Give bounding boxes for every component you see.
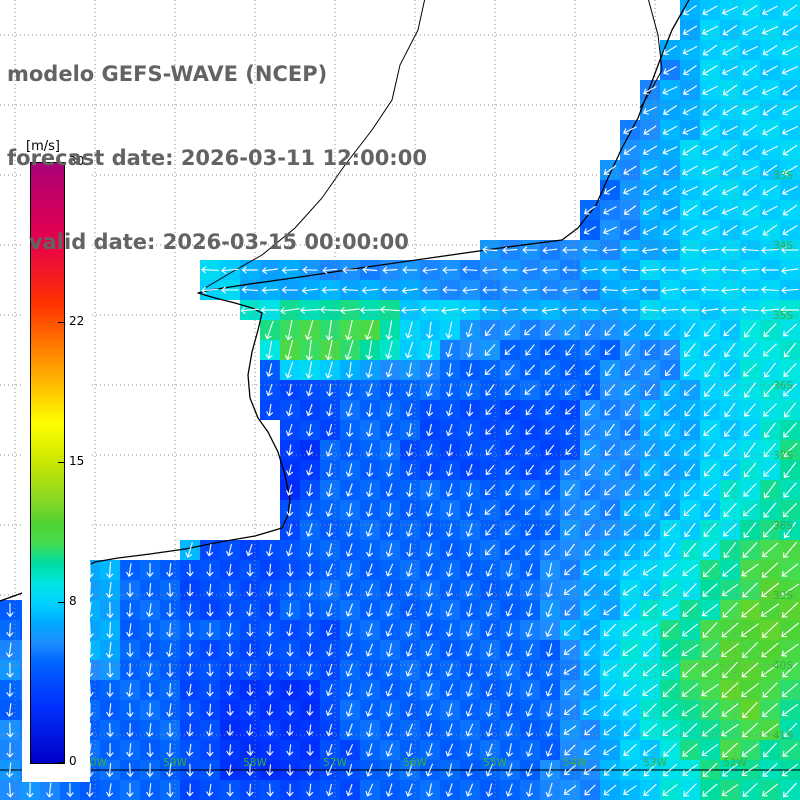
title-block: modelo GEFS-WAVE (NCEP) forecast date: 2… xyxy=(7,4,427,312)
lon-label: 55W xyxy=(483,757,507,769)
lat-label: 35S xyxy=(773,310,793,322)
lon-label: 52W xyxy=(723,757,747,769)
lat-label: 36S xyxy=(773,380,793,392)
lon-label: 59W xyxy=(163,757,187,769)
colorbar-unit-label: [m/s] xyxy=(26,139,60,154)
lat-label: 34S xyxy=(773,240,793,252)
lat-label: 39S xyxy=(773,590,793,602)
lat-label: 33S xyxy=(773,170,793,182)
forecast-date-label: forecast date: 2026-03-11 12:00:00 xyxy=(7,146,427,170)
coastline xyxy=(0,0,690,602)
lon-label: 57W xyxy=(323,757,347,769)
lon-label: 56W xyxy=(403,757,427,769)
lat-label: 40S xyxy=(773,660,793,672)
wind-arrows-layer xyxy=(6,4,800,798)
lon-label: 54W xyxy=(563,757,587,769)
lon-label: 53W xyxy=(643,757,667,769)
valid-date-label: valid date: 2026-03-15 00:00:00 xyxy=(7,230,409,254)
lat-label: 41S xyxy=(773,730,793,742)
lat-label: 38S xyxy=(773,520,793,532)
lat-label: 37S xyxy=(773,450,793,462)
river-line xyxy=(639,0,663,109)
river-line xyxy=(204,0,426,289)
colorbar-gradient xyxy=(30,162,65,764)
lon-label: 58W xyxy=(243,757,267,769)
model-title: modelo GEFS-WAVE (NCEP) xyxy=(7,62,328,86)
